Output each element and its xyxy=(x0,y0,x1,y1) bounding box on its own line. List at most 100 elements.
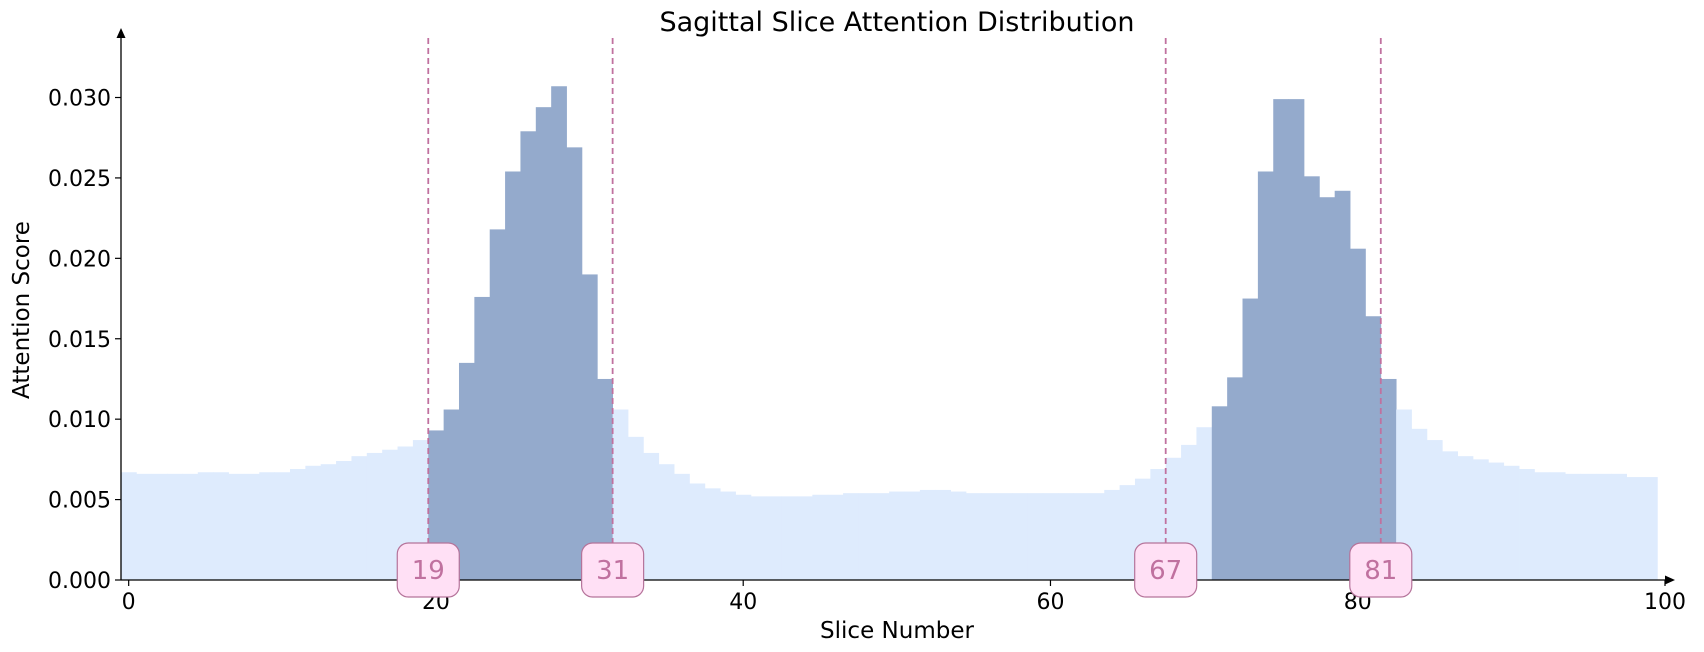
bar-slice-25 xyxy=(505,171,521,581)
bar-slice-22 xyxy=(458,362,475,580)
bar-slice-53 xyxy=(935,489,952,580)
marker-badge-box xyxy=(396,542,460,598)
bar-slice-2 xyxy=(151,473,168,580)
marker-badge-box xyxy=(1349,542,1413,598)
marker-badge-label: 67 xyxy=(1149,556,1182,586)
bar-slice-65 xyxy=(1119,485,1136,580)
bar-slice-28 xyxy=(551,86,567,580)
bar-slice-39 xyxy=(720,491,736,580)
bar-slice-5 xyxy=(197,472,214,580)
bar-slice-72 xyxy=(1227,377,1243,580)
bar-slice-27 xyxy=(535,107,552,580)
bar-slice-23 xyxy=(474,296,491,580)
bar-slice-40 xyxy=(735,494,752,580)
bar-slice-86 xyxy=(1442,451,1458,580)
bar-slice-79 xyxy=(1334,190,1351,581)
x-tick-label: 60 xyxy=(1036,590,1064,615)
bar-slice-29 xyxy=(566,147,583,581)
bar-slice-59 xyxy=(1027,493,1044,580)
bar-slice-8 xyxy=(243,473,260,580)
bar-slice-74 xyxy=(1257,171,1274,581)
bar-slice-0 xyxy=(121,472,137,580)
bar-slice-55 xyxy=(965,493,982,580)
bar-slice-38 xyxy=(704,488,721,580)
bar-slice-90 xyxy=(1503,465,1520,580)
bar-slice-52 xyxy=(919,489,936,580)
marker-badge-67: 67 xyxy=(1134,542,1198,598)
bar-slice-76 xyxy=(1288,99,1305,581)
bar-slice-80 xyxy=(1350,248,1366,580)
bar-slice-89 xyxy=(1488,462,1505,580)
bar-slice-95 xyxy=(1580,473,1597,580)
bar-slice-78 xyxy=(1319,197,1336,580)
bar-slice-71 xyxy=(1211,406,1228,580)
bar-slice-41 xyxy=(750,496,767,580)
bar-slice-48 xyxy=(858,493,875,580)
bar-slice-32 xyxy=(612,409,629,580)
bar-slice-7 xyxy=(228,473,245,580)
bar-slice-60 xyxy=(1042,493,1059,580)
bar-slice-97 xyxy=(1611,473,1627,580)
bar-slice-92 xyxy=(1534,472,1551,580)
y-tick-label: 0.025 xyxy=(48,167,111,192)
bar-slice-70 xyxy=(1196,427,1213,580)
bar-slice-45 xyxy=(812,494,829,580)
bar-slice-85 xyxy=(1426,440,1443,580)
bar-slice-26 xyxy=(520,131,537,580)
bar-slice-24 xyxy=(489,229,506,580)
bar-slice-81 xyxy=(1365,316,1382,580)
y-tick-label: 0.005 xyxy=(48,489,111,514)
x-tick-label: 100 xyxy=(1644,590,1686,615)
bar-slice-10 xyxy=(274,472,291,580)
bar-slice-16 xyxy=(366,452,383,580)
bar-slice-31 xyxy=(597,378,614,580)
bar-slice-84 xyxy=(1411,428,1428,580)
y-tick-label: 0.010 xyxy=(48,408,111,433)
marker-badge-box xyxy=(1134,542,1198,598)
bar-slice-37 xyxy=(689,483,706,580)
bar-slice-51 xyxy=(904,491,921,580)
marker-badge-box xyxy=(581,542,645,598)
y-axis-arrow xyxy=(116,28,126,38)
bar-slice-75 xyxy=(1273,99,1289,581)
x-axis-arrow xyxy=(1665,575,1675,585)
chart-title: Sagittal Slice Attention Distribution xyxy=(659,7,1134,38)
bar-slice-49 xyxy=(873,493,890,580)
bar-slice-64 xyxy=(1104,489,1120,580)
bar-slice-56 xyxy=(981,493,998,580)
x-tick-label: 0 xyxy=(122,590,136,615)
bar-slice-14 xyxy=(336,460,352,580)
bar-slice-17 xyxy=(382,449,398,580)
bar-slice-47 xyxy=(843,493,859,580)
bar-slice-93 xyxy=(1549,472,1566,580)
bar-slice-63 xyxy=(1088,493,1105,580)
bar-slice-44 xyxy=(796,496,813,580)
bar-slice-42 xyxy=(766,496,783,580)
bar-slice-6 xyxy=(213,472,229,580)
bar-slice-1 xyxy=(136,473,153,580)
bar-series xyxy=(121,86,1658,581)
bar-slice-99 xyxy=(1641,477,1658,580)
bar-slice-35 xyxy=(658,464,675,580)
bar-slice-77 xyxy=(1303,176,1320,580)
bar-slice-57 xyxy=(996,493,1013,580)
bar-slice-58 xyxy=(1012,493,1028,580)
bar-slice-4 xyxy=(182,473,199,580)
x-tick-label: 40 xyxy=(729,590,757,615)
bar-slice-34 xyxy=(643,452,660,580)
bar-slice-21 xyxy=(443,409,460,580)
marker-badges: 19 31 67 81 xyxy=(396,542,1413,598)
marker-badge-label: 31 xyxy=(596,556,629,586)
y-tick-label: 0.020 xyxy=(48,247,111,272)
y-axis-ticks: 0.000 0.005 0.010 0.015 0.020 0.025 0.030 xyxy=(48,87,121,594)
bar-slice-9 xyxy=(259,472,276,580)
y-axis-label: Attention Score xyxy=(9,221,35,399)
bar-slice-36 xyxy=(674,473,690,580)
bar-slice-88 xyxy=(1472,459,1489,580)
bar-slice-43 xyxy=(781,496,798,580)
bar-slice-50 xyxy=(889,491,905,580)
x-axis-ticks: 0 20 40 60 80 100 xyxy=(122,580,1686,615)
marker-badge-81: 81 xyxy=(1349,542,1413,598)
bar-slice-13 xyxy=(320,464,337,580)
